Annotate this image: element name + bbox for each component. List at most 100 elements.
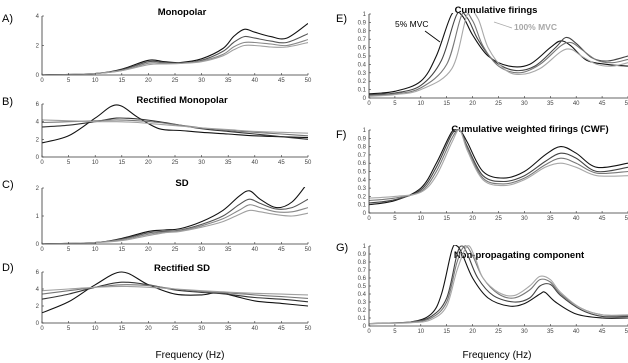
y-tick-label: 0: [36, 242, 40, 248]
x-tick-label: 35: [547, 101, 554, 107]
x-tick-label: 30: [198, 326, 205, 332]
y-tick-label: 4: [36, 287, 40, 293]
x-tick-label: 20: [469, 216, 476, 222]
x-tick-label: 30: [198, 247, 205, 253]
x-tick-label: 30: [521, 216, 528, 222]
series-line-F-1: [369, 129, 628, 206]
panel-label-A: A): [2, 13, 13, 25]
x-tick-label: 10: [417, 216, 424, 222]
x-tick-label: 25: [495, 216, 502, 222]
x-tick-label: 45: [278, 160, 285, 166]
y-tick-label: 2: [36, 44, 40, 50]
x-tick-label: 10: [417, 101, 424, 107]
series-line-G-2: [369, 245, 628, 325]
x-tick-label: 25: [172, 78, 179, 84]
x-tick-label: 5: [393, 101, 397, 107]
x-tick-label: 0: [40, 326, 44, 332]
plot-area-F: 0 5 10 15 20 25 30 35 40 45 50 0 0.1 0.2 0.3 0.4 0.5 0.6 0…: [358, 128, 628, 222]
y-tick-label: 6: [36, 270, 40, 276]
series-line-B-4: [42, 119, 308, 134]
series-line-B-1: [42, 104, 308, 144]
x-tick-label: 30: [198, 160, 205, 166]
chart-panel-G: G) Non-propagating component 0 5 10 15 20 25 3…: [336, 242, 628, 335]
y-tick-label: 0.7: [358, 268, 367, 274]
y-tick-label: 0.8: [358, 260, 367, 266]
x-tick-label: 0: [40, 160, 44, 166]
y-tick-label: 0.2: [358, 194, 367, 200]
annotation-5pct-mvc: 5% MVC: [395, 19, 429, 29]
x-tick-label: 0: [367, 101, 371, 107]
series-line-D-1: [42, 271, 308, 314]
series-line-D-3: [42, 284, 308, 299]
x-tick-label: 50: [305, 326, 312, 332]
y-tick-label: 0.4: [358, 292, 367, 298]
series-line-G-1: [369, 245, 628, 325]
x-tick-label: 0: [367, 329, 371, 335]
y-tick-label: 0.7: [358, 37, 367, 43]
y-tick-label: 2: [36, 186, 40, 192]
x-tick-label: 0: [367, 216, 371, 222]
x-tick-label: 40: [573, 101, 580, 107]
x-tick-label: 40: [573, 329, 580, 335]
x-tick-label: 15: [118, 78, 125, 84]
x-tick-label: 15: [118, 160, 125, 166]
panel-label-B: B): [2, 96, 13, 108]
y-tick-label: 1: [363, 128, 367, 134]
x-tick-label: 25: [495, 101, 502, 107]
x-axis-label-right: Frequency (Hz): [463, 350, 532, 361]
panel-title-E: Cumulative firings: [455, 5, 538, 16]
series-line-B-3: [42, 119, 308, 137]
x-tick-label: 30: [521, 329, 528, 335]
y-tick-label: 0.1: [358, 203, 367, 209]
x-tick-label: 45: [599, 101, 606, 107]
x-tick-label: 15: [443, 329, 450, 335]
y-tick-label: 0.3: [358, 186, 367, 192]
x-tick-label: 35: [225, 247, 232, 253]
x-tick-label: 10: [92, 326, 99, 332]
y-tick-label: 0.3: [358, 71, 367, 77]
x-tick-label: 10: [92, 247, 99, 253]
panel-title-B: Rectified Monopolar: [136, 95, 228, 106]
chart-panel-A: A) Monopolar 0 5 10 15 20 25 30 35 40 45 50 0 2 4: [2, 7, 312, 84]
axes-F: [368, 130, 628, 214]
y-tick-label: 0.9: [358, 136, 367, 142]
y-tick-label: 4: [36, 14, 40, 20]
plot-area-E: 0 5 10 15 20 25 30 35 40 45 50 0 0.1 0.2 0.3 0.4 0.5 0.6 0…: [358, 12, 628, 107]
x-tick-label: 25: [172, 326, 179, 332]
y-tick-label: 0: [363, 324, 367, 330]
series-line-A-3: [42, 39, 308, 75]
x-tick-label: 5: [67, 326, 71, 332]
series-line-A-4: [42, 41, 308, 75]
y-tick-label: 0.6: [358, 161, 367, 167]
y-tick-label: 0.8: [358, 145, 367, 151]
x-axis-label-left: Frequency (Hz): [156, 350, 225, 361]
x-tick-label: 5: [67, 78, 71, 84]
y-tick-label: 0.9: [358, 20, 367, 26]
y-tick-label: 0.4: [358, 178, 367, 184]
y-tick-label: 0.2: [358, 79, 367, 85]
axes-A: [41, 16, 308, 76]
x-tick-label: 5: [393, 216, 397, 222]
y-tick-label: 0.6: [358, 276, 367, 282]
x-tick-label: 40: [251, 78, 258, 84]
series-line-E-3: [369, 13, 628, 97]
chart-panel-B: B) Rectified Monopolar 0 5 10 15 20 25 30 35 40 4…: [2, 95, 312, 166]
x-tick-label: 5: [67, 160, 71, 166]
x-tick-label: 0: [40, 247, 44, 253]
axes-D: [41, 272, 308, 324]
y-tick-label: 1: [363, 12, 367, 18]
panel-label-C: C): [2, 179, 14, 191]
y-tick-label: 0.4: [358, 62, 367, 68]
x-tick-label: 40: [251, 247, 258, 253]
y-tick-label: 6: [36, 102, 40, 108]
plot-area-C: 0 5 10 15 20 25 30 35 40 45 50 0 1 2: [36, 186, 312, 253]
panel-title-C: SD: [175, 178, 188, 189]
y-tick-label: 0: [363, 211, 367, 217]
series-line-C-3: [42, 204, 308, 244]
x-tick-label: 50: [625, 101, 628, 107]
plot-area-A: 0 5 10 15 20 25 30 35 40 45 50 0 2 4: [36, 14, 312, 84]
x-tick-label: 45: [599, 329, 606, 335]
x-tick-label: 15: [118, 326, 125, 332]
y-tick-label: 0: [36, 73, 40, 79]
series-line-G-3: [369, 245, 628, 325]
